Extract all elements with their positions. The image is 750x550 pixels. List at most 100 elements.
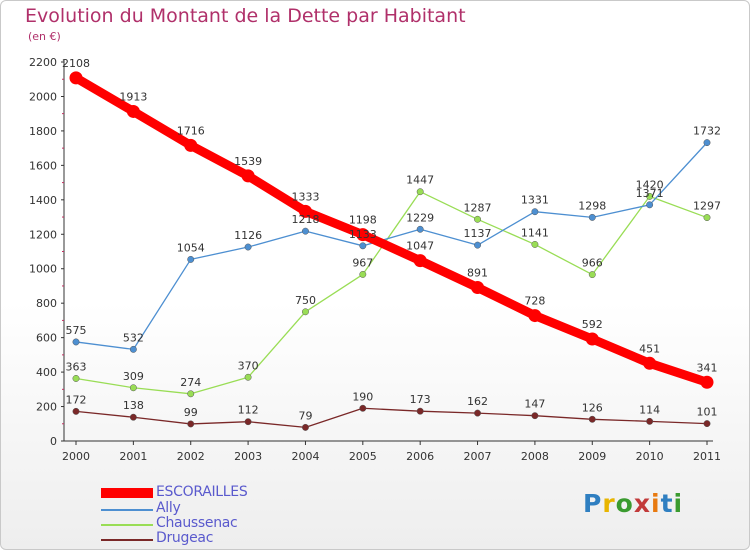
data-point-chaussenac [474,215,481,223]
series-line-drugeac [75,407,708,429]
legend-item-chaussenac: Chaussenac [101,515,321,532]
data-point-drugeac [531,412,539,420]
y-tick-label: 1000 [29,263,57,276]
data-point-drugeac [416,407,424,415]
data-label-drugeac: 112 [238,404,259,417]
axes: 0 200 400 600 800 1000 1200 1400 1600 1800 2000 220… [29,56,721,463]
x-tick-label: 2002 [177,450,205,463]
data-point-drugeac [646,417,654,425]
legend-swatch-escorailles [101,488,153,498]
data-label-ally: 1126 [234,229,262,242]
data-label-chaussenac: 966 [582,257,603,270]
y-tick-label: 200 [36,401,57,414]
series-ally [72,139,711,353]
data-label-chaussenac: 967 [352,256,373,269]
data-label-escorailles: 1716 [177,124,205,137]
data-label-drugeac: 147 [524,398,545,411]
data-point-ally [588,213,596,221]
series-line-ally [75,141,708,351]
data-point-ally [72,338,80,346]
data-label-ally: 1331 [521,194,549,207]
data-label-escorailles: 341 [697,361,718,374]
data-point-ally [703,139,711,147]
y-tick-label: 0 [50,435,57,448]
x-tick-label: 2000 [62,450,90,463]
data-label-chaussenac: 750 [295,294,316,307]
y-tick-label: 1200 [29,228,57,241]
data-label-escorailles: 1047 [406,240,434,253]
legend-swatch-chaussenac [101,524,153,526]
data-label-chaussenac: 370 [238,359,259,372]
chart-title: Evolution du Montant de la Dette par Hab… [25,5,466,27]
data-label-chaussenac: 1297 [693,200,721,213]
data-label-drugeac: 172 [66,393,87,406]
data-label-ally: 1133 [349,228,377,241]
data-point-escorailles [241,169,255,183]
data-label-drugeac: 190 [352,390,373,403]
logo-letter: o [615,489,634,518]
legend-label-escorailles: ESCORAILLES [156,484,248,500]
data-label-escorailles: 451 [639,342,660,355]
data-label-ally: 575 [66,324,87,337]
x-tick-label: 2010 [636,450,664,463]
series-escorailles [69,71,714,389]
logo-letter: P [583,489,603,518]
data-point-chaussenac [302,308,309,316]
data-label-chaussenac: 1420 [636,178,664,191]
data-point-ally [359,242,367,250]
y-tick-label: 800 [36,297,57,310]
data-point-escorailles [585,332,599,346]
y-tick-label: 1600 [29,159,57,172]
data-point-chaussenac [359,270,367,278]
legend-label-chaussenac: Chaussenac [156,515,238,531]
data-label-ally: 1732 [693,125,721,138]
legend-item-drugeac: Drugeac [101,530,321,547]
logo-letter: i [651,489,661,518]
data-label-ally: 532 [123,331,144,344]
data-point-chaussenac [416,188,424,196]
data-label-drugeac: 162 [467,395,488,408]
data-point-escorailles [413,254,427,268]
data-point-drugeac [474,409,481,417]
data-point-escorailles [184,138,198,152]
data-point-drugeac [72,407,80,415]
data-label-chaussenac: 309 [123,370,144,383]
data-point-ally [244,243,252,251]
logo-letter: r [602,489,616,518]
y-tick-label: 1800 [29,125,57,138]
data-label-chaussenac: 1447 [406,174,434,187]
y-tick-label: 400 [36,366,57,379]
data-point-drugeac [588,415,596,423]
x-tick-label: 2008 [521,450,549,463]
data-point-chaussenac [72,375,80,382]
y-tick-label: 1400 [29,194,57,207]
data-label-chaussenac: 363 [66,360,87,373]
data-point-escorailles [69,71,83,85]
data-label-escorailles: 1913 [119,90,147,103]
data-label-drugeac: 126 [582,401,603,414]
data-point-escorailles [356,228,370,242]
data-point-chaussenac [703,214,711,222]
data-point-chaussenac [588,271,596,279]
data-label-ally: 1371 [636,187,664,200]
data-point-drugeac [187,420,195,428]
data-point-ally [416,225,424,233]
data-point-chaussenac [531,240,539,248]
series-layer [69,71,714,431]
data-label-drugeac: 101 [697,406,718,419]
y-tick-label: 2200 [29,56,57,69]
data-label-ally: 1229 [406,211,434,224]
data-label-drugeac: 99 [184,406,198,419]
data-point-escorailles [700,375,714,389]
data-label-escorailles: 1198 [349,214,377,227]
data-point-ally [531,208,539,216]
data-label-drugeac: 114 [639,403,660,416]
series-line-escorailles [71,73,712,387]
data-label-ally: 1298 [578,199,606,212]
proxiti-logo: Proxiti [583,489,683,518]
data-label-escorailles: 1333 [291,190,319,203]
x-tick-label: 2004 [291,450,319,463]
y-tick-label: 600 [36,332,57,345]
data-point-escorailles [643,356,657,370]
